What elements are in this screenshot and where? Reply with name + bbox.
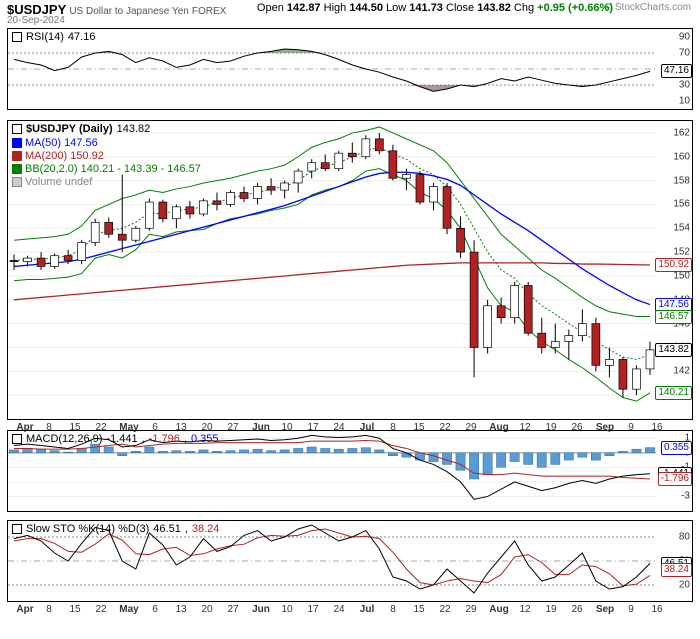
market: FOREX (192, 6, 226, 17)
price-panel: $USDJPY (Daily) 143.82 MA(50) 147.56 MA(… (7, 120, 693, 420)
vol-legend: Volume undef (12, 176, 92, 188)
sto-panel: Slow STO %K(14) %D(3) 46.51, 38.24 20508… (7, 520, 693, 602)
chg: +0.95 (+0.66%) (537, 2, 613, 14)
rsi-label: RSI(14) 47.16 (12, 31, 95, 43)
ma50-legend: MA(50) 147.56 (12, 137, 98, 149)
ma200-legend: MA(200) 150.92 (12, 150, 104, 162)
ohlc: Open 142.87 High 144.50 Low 141.73 Close… (257, 2, 613, 14)
chart-header: $USDJPY US Dollar to Japanese Yen FOREX … (7, 2, 693, 26)
sto-label: Slow STO %K(14) %D(3) 46.51, 38.24 (12, 523, 219, 535)
macd-panel: MACD(12,26,9) -1.441, -1.796, 0.355 -3-2… (7, 430, 693, 512)
stock-chart: $USDJPY US Dollar to Japanese Yen FOREX … (0, 0, 700, 639)
x-axis-bottom: Apr81522May6132027Jun101724Jul8152229Aug… (7, 604, 656, 618)
attribution: © StockCharts.com (605, 2, 691, 13)
price-title: $USDJPY (Daily) 143.82 (12, 123, 150, 135)
rsi-panel: RSI(14) 47.16 103050709047.16 (7, 28, 693, 110)
macd-label: MACD(12,26,9) -1.441, -1.796, 0.355 (12, 433, 218, 445)
bb-legend: BB(20,2.0) 140.21 - 143.39 - 146.57 (12, 163, 201, 175)
desc: US Dollar to Japanese Yen (69, 6, 189, 17)
date: 20-Sep-2024 (7, 15, 65, 26)
